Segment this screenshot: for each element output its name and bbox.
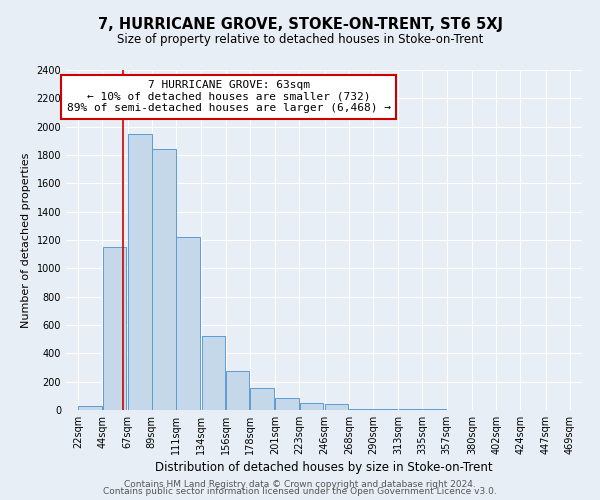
Bar [275,398,299,410]
X-axis label: Distribution of detached houses by size in Stoke-on-Trent: Distribution of detached houses by size … [155,461,493,474]
Bar [373,409,397,410]
Bar [152,150,176,410]
Bar [79,406,102,410]
Bar [349,408,373,410]
Text: Contains public sector information licensed under the Open Government Licence v3: Contains public sector information licen… [103,487,497,496]
Text: Size of property relative to detached houses in Stoke-on-Trent: Size of property relative to detached ho… [117,32,483,46]
Bar [250,388,274,410]
Bar [202,336,225,410]
Text: 7, HURRICANE GROVE, STOKE-ON-TRENT, ST6 5XJ: 7, HURRICANE GROVE, STOKE-ON-TRENT, ST6 … [97,18,503,32]
Text: Contains HM Land Registry data © Crown copyright and database right 2024.: Contains HM Land Registry data © Crown c… [124,480,476,489]
Y-axis label: Number of detached properties: Number of detached properties [21,152,31,328]
Bar [176,237,200,410]
Bar [103,247,126,410]
Text: 7 HURRICANE GROVE: 63sqm
← 10% of detached houses are smaller (732)
89% of semi-: 7 HURRICANE GROVE: 63sqm ← 10% of detach… [67,80,391,114]
Bar [128,134,152,410]
Bar [325,404,349,410]
Bar [226,371,250,410]
Bar [299,403,323,410]
